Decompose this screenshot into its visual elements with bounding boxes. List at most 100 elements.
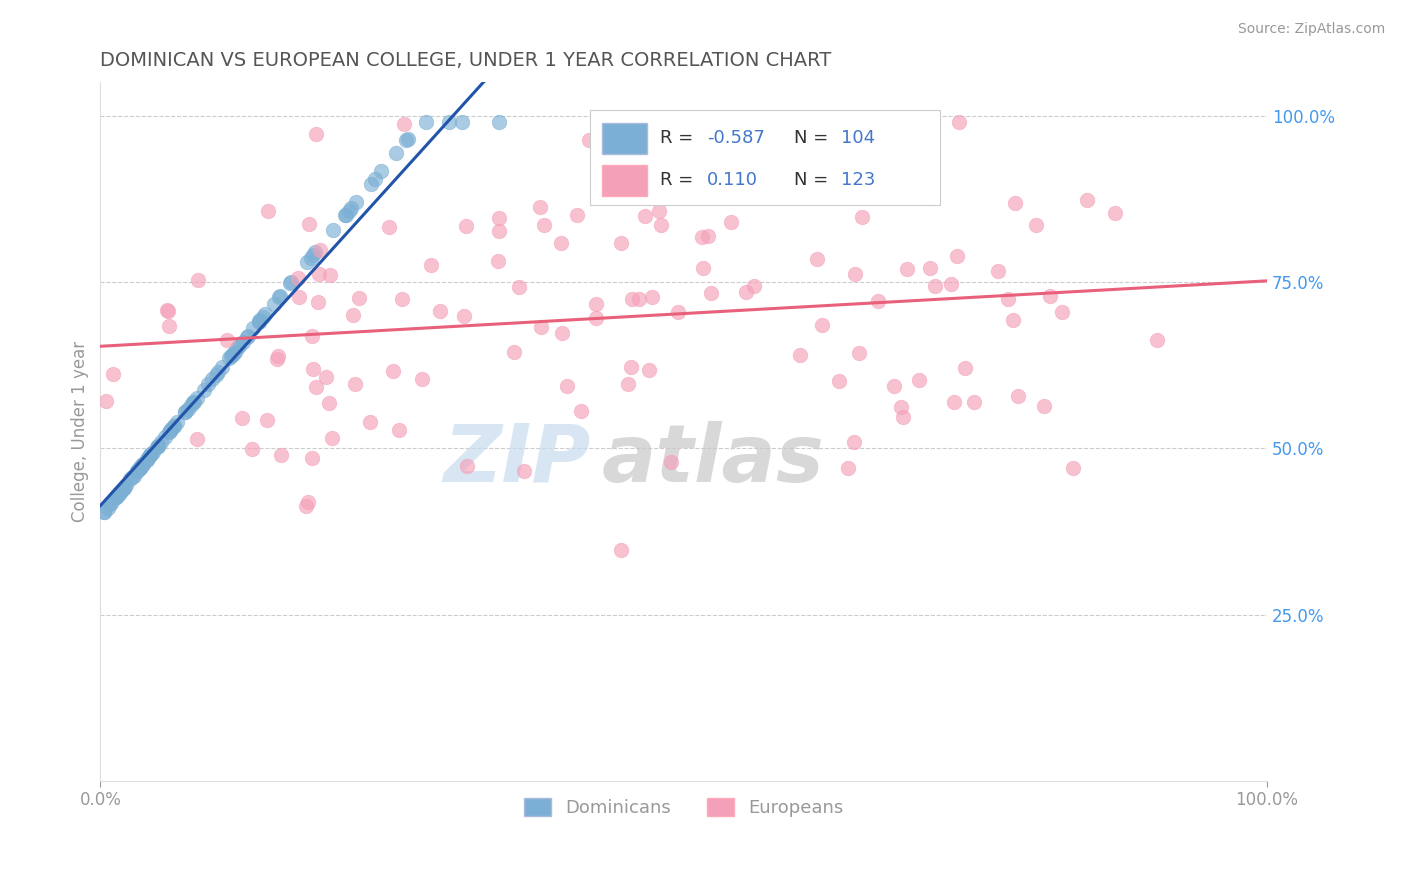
Point: [610, 543, 633, 558]
Point: [156, 303, 179, 318]
FancyBboxPatch shape: [602, 123, 647, 153]
Point: [1076, 193, 1098, 207]
FancyBboxPatch shape: [591, 111, 941, 204]
Point: [301, 362, 323, 376]
Point: [112, 481, 135, 495]
Point: [692, 229, 714, 244]
Point: [420, 258, 443, 272]
Point: [105, 489, 128, 503]
Point: [177, 402, 200, 417]
Point: [127, 464, 149, 478]
Point: [231, 411, 253, 425]
Point: [139, 448, 162, 462]
Point: [186, 391, 208, 405]
Text: R =: R =: [661, 129, 699, 147]
Point: [183, 395, 205, 409]
Point: [318, 396, 340, 410]
Point: [437, 115, 460, 129]
Point: [112, 481, 135, 495]
Point: [307, 294, 329, 309]
Point: [578, 133, 600, 147]
Point: [242, 321, 264, 335]
Point: [692, 260, 714, 275]
Point: [121, 470, 143, 484]
Point: [565, 208, 588, 222]
Point: [848, 346, 870, 360]
Point: [908, 373, 931, 387]
Point: [585, 310, 607, 325]
Point: [503, 345, 526, 359]
Point: [1039, 288, 1062, 302]
Point: [488, 115, 510, 129]
Point: [530, 320, 553, 334]
Point: [128, 461, 150, 475]
Point: [987, 263, 1010, 277]
Point: [508, 280, 530, 294]
Point: [997, 292, 1019, 306]
Text: 104: 104: [841, 129, 875, 147]
Point: [163, 419, 186, 434]
Point: [93, 504, 115, 518]
Text: -0.587: -0.587: [707, 129, 765, 147]
Point: [388, 423, 411, 437]
Point: [131, 458, 153, 472]
Point: [101, 367, 124, 381]
Point: [129, 460, 152, 475]
Point: [661, 455, 683, 469]
Point: [837, 461, 859, 475]
Point: [318, 268, 340, 282]
Point: [450, 115, 472, 129]
Point: [301, 329, 323, 343]
Point: [488, 224, 510, 238]
Point: [100, 497, 122, 511]
Point: [301, 450, 323, 465]
Point: [811, 318, 834, 333]
Point: [297, 494, 319, 508]
Y-axis label: College, Under 1 year: College, Under 1 year: [72, 341, 89, 522]
Point: [122, 468, 145, 483]
Point: [364, 172, 387, 186]
Point: [132, 457, 155, 471]
Point: [620, 293, 643, 307]
Point: [157, 425, 180, 440]
Point: [128, 462, 150, 476]
Point: [180, 399, 202, 413]
Point: [946, 249, 969, 263]
Point: [304, 245, 326, 260]
Point: [93, 505, 115, 519]
Point: [186, 432, 208, 446]
Point: [806, 252, 828, 266]
Point: [883, 379, 905, 393]
Point: [278, 277, 301, 291]
Point: [139, 448, 162, 462]
Point: [486, 254, 509, 268]
Point: [219, 349, 242, 363]
Point: [181, 395, 204, 409]
Point: [139, 447, 162, 461]
Point: [96, 500, 118, 515]
Point: [226, 341, 249, 355]
Point: [247, 315, 270, 329]
Point: [335, 208, 357, 222]
Point: [298, 217, 321, 231]
Point: [666, 305, 689, 319]
Point: [569, 404, 592, 418]
Point: [953, 360, 976, 375]
Point: [650, 218, 672, 232]
Point: [131, 458, 153, 473]
Point: [256, 413, 278, 427]
Point: [163, 418, 186, 433]
Point: [193, 383, 215, 397]
Point: [232, 334, 254, 349]
Point: [224, 344, 246, 359]
Point: [842, 434, 865, 449]
Point: [302, 248, 325, 262]
Text: atlas: atlas: [602, 421, 825, 499]
Point: [135, 452, 157, 467]
Point: [340, 201, 363, 215]
Point: [396, 131, 419, 145]
Point: [529, 200, 551, 214]
Point: [160, 422, 183, 436]
Point: [948, 115, 970, 129]
Point: [342, 308, 364, 322]
